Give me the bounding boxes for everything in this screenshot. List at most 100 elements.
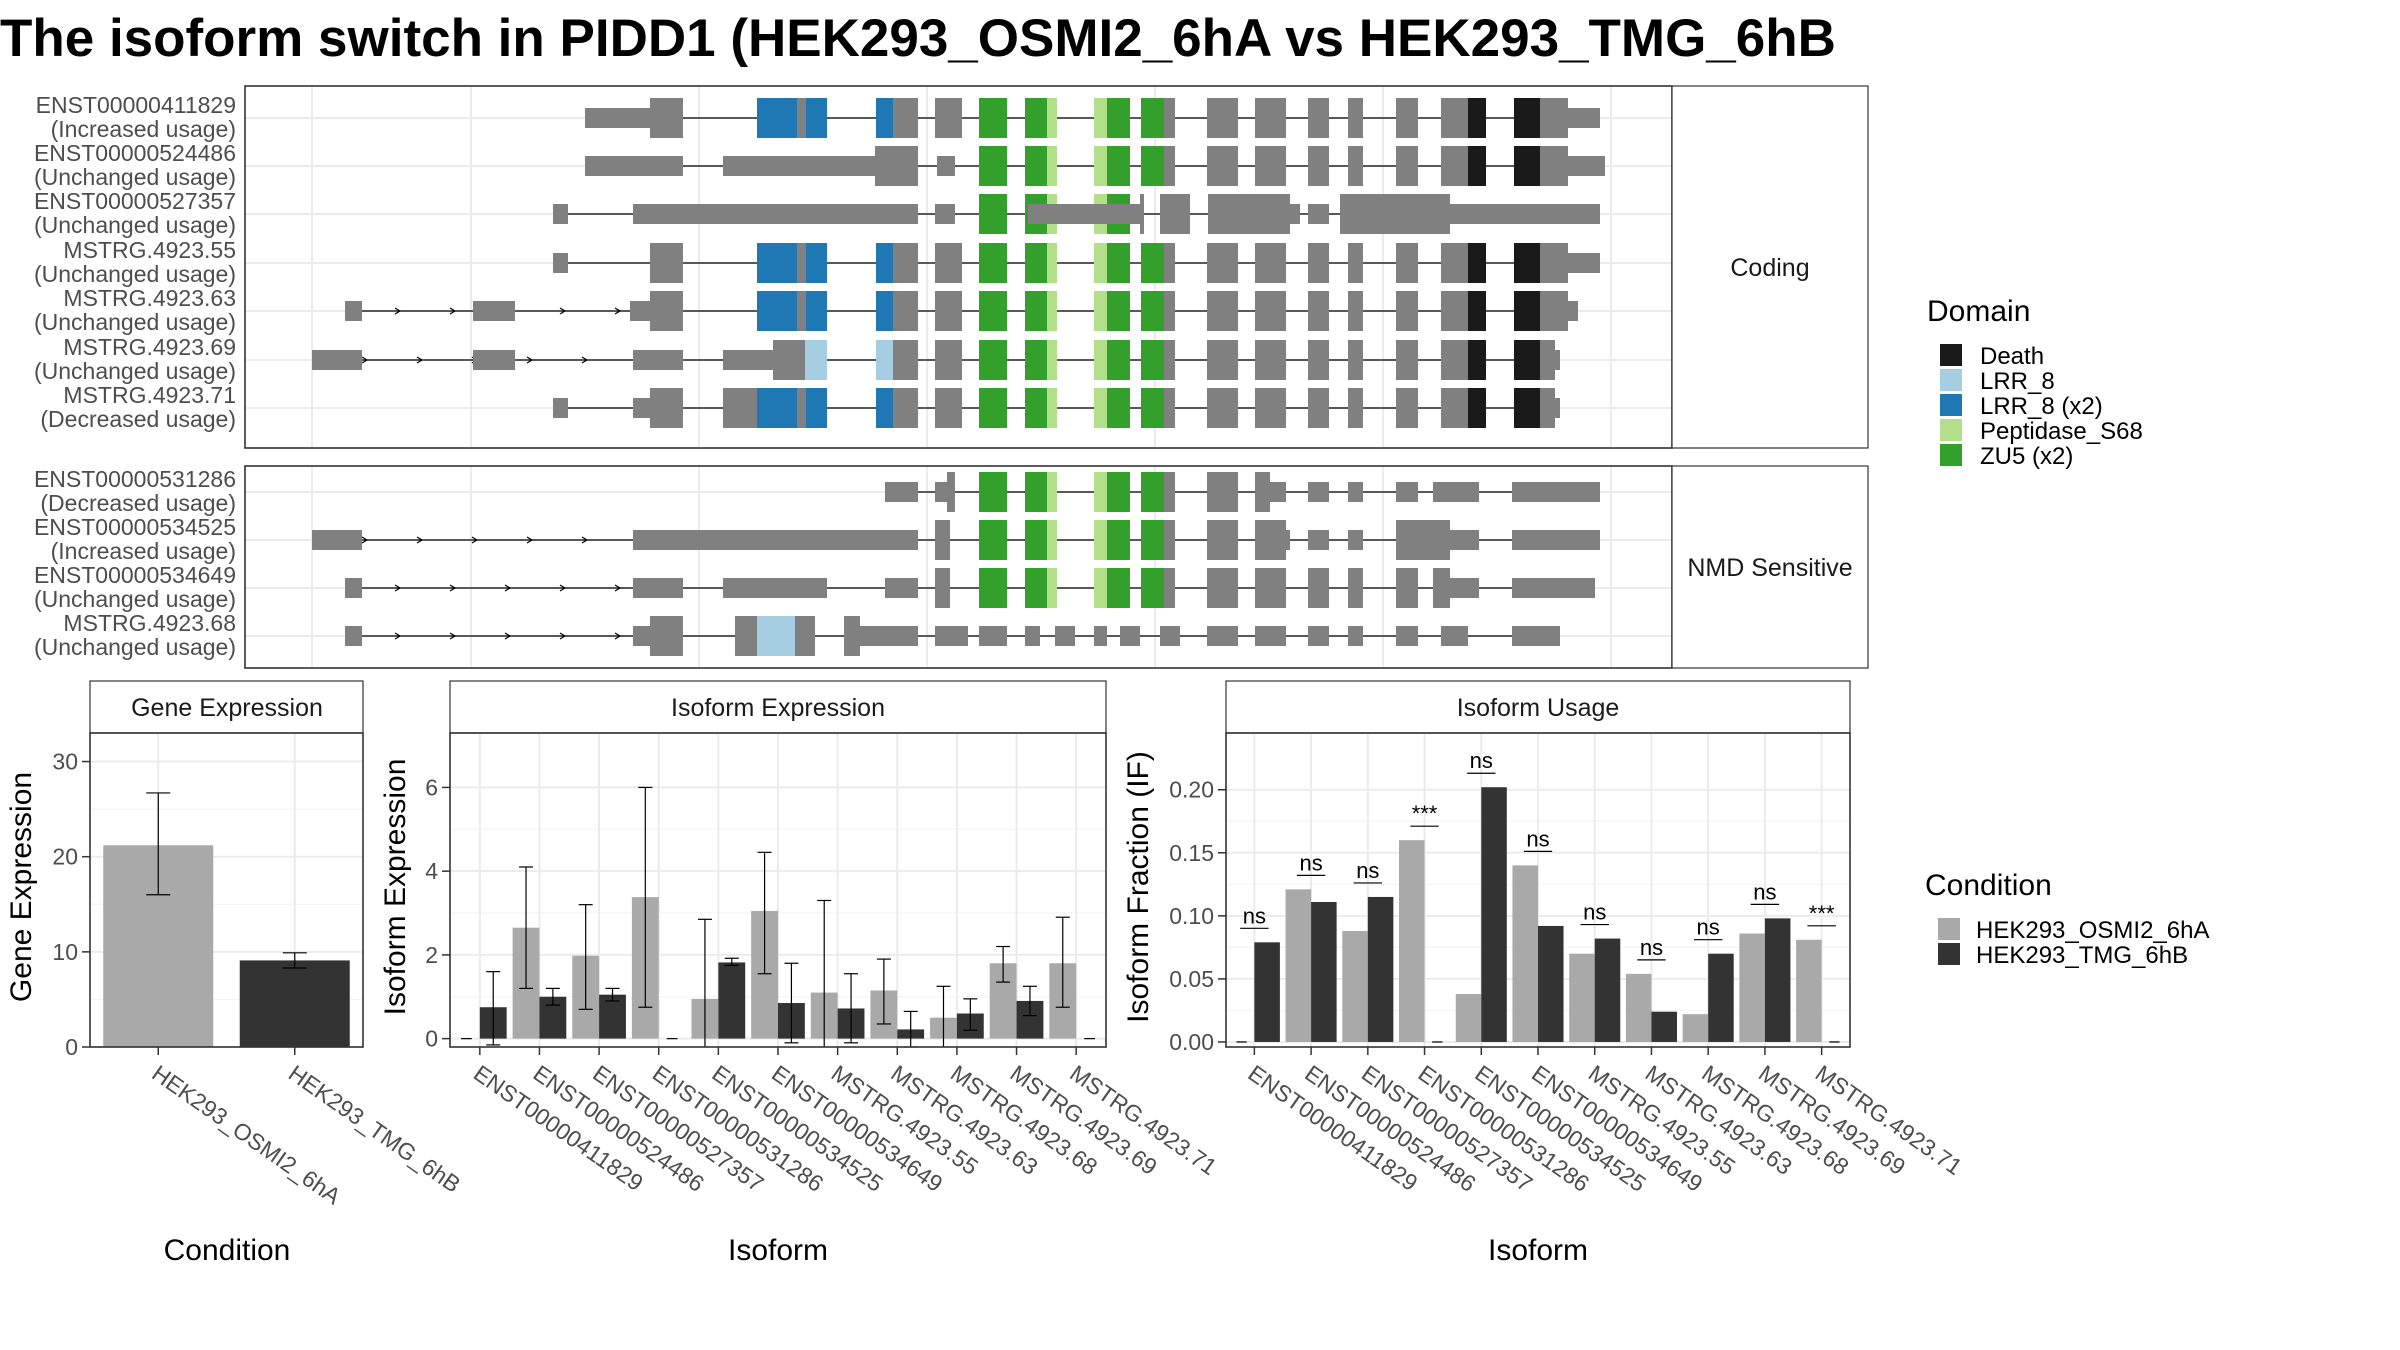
exon-block [979,626,1007,646]
domain-block [876,98,893,138]
transcript-status: (Unchanged usage) [34,586,236,612]
domain-block [1107,98,1130,138]
domain-block [1468,388,1486,428]
transcript-track [345,616,1560,656]
exon-block [1308,291,1329,331]
bar-panel: 0.000.050.100.150.20ENST00000411829ENST0… [1169,680,1967,1197]
legend-label: Peptidase_S68 [1980,418,2143,445]
direction-arrow [394,584,402,592]
bar-panel: 0246ENST00000411829ENST00000524486ENST00… [425,680,1222,1197]
isoform-expression-x-label: Isoform [728,1234,828,1267]
y-tick-label: 0.15 [1169,840,1214,866]
exon-block [1348,482,1363,502]
bar [239,960,350,1047]
domain-block [806,388,827,428]
exon-block [723,578,827,598]
domain-block [757,291,797,331]
domain-block [1047,243,1057,283]
significance-label: ns [1356,858,1379,883]
exon-block [553,398,568,418]
exon-block [935,626,968,646]
exon-block [553,253,568,273]
direction-arrow [449,584,457,592]
condition-legend-title: Condition [1925,869,2052,902]
exon-block [935,243,962,283]
exon-block [935,98,962,138]
domain-block [1094,146,1107,186]
exon-block [1433,482,1479,502]
exon-block [1396,340,1418,380]
domain-block [1047,98,1057,138]
exon-block [1396,626,1418,646]
exon-block [1348,530,1363,550]
domain-block [1047,388,1057,428]
exon-block [1340,194,1390,234]
exon-block [1396,520,1450,560]
exon-block [1540,340,1555,380]
domain-block [1094,472,1107,512]
facet-label: Coding [1730,254,1809,282]
isoform-expression-y-label: Isoform Expression [379,759,412,1016]
legend-label: Death [1980,343,2044,370]
domain-block [1025,291,1047,331]
exon-block [797,98,806,138]
exon-block [585,156,683,176]
bar [1538,925,1564,1042]
exon-block [1055,626,1075,646]
exon-block [860,626,918,646]
exon-block [1028,204,1140,224]
domain-block [1094,243,1107,283]
domain-block [806,243,827,283]
exon-block [1348,340,1363,380]
bar [1367,896,1394,1042]
panel-border [1225,732,1851,1048]
exon-block [345,626,362,646]
exon-block [1441,626,1468,646]
domain-block [806,98,827,138]
transcript-track [553,194,1600,234]
isoform-usage-strip-label: Isoform Usage [1457,694,1620,722]
transcript-status: (Unchanged usage) [34,261,236,287]
exon-block [795,616,815,656]
exon-block [1160,626,1180,646]
bar [1796,939,1822,1042]
exon-block [935,482,947,502]
direction-arrow [614,584,622,592]
domain-block [876,388,893,428]
domain-block [876,243,893,283]
domain-block [1094,291,1107,331]
exon-block [650,616,683,656]
direction-arrow [581,536,589,544]
exon-block [345,578,362,598]
isoform-usage-x-label: Isoform [1488,1234,1588,1267]
domain-block [1468,243,1486,283]
domain-block [1025,146,1047,186]
y-tick-label: 0 [425,1026,438,1052]
transcript-track [345,568,1595,608]
exon-block [1450,204,1600,224]
exon-block [585,108,650,128]
domain-block [1094,98,1107,138]
direction-arrow [416,536,424,544]
transcript-status: (Unchanged usage) [34,212,236,238]
domain-block [876,291,893,331]
isoform-usage-panel: 0.000.050.100.150.20ENST00000411829ENST0… [1122,680,1967,1267]
y-tick-label: 10 [52,939,78,965]
transcript-name: ENST00000534525 [34,514,236,540]
exon-block [935,388,962,428]
y-tick-label: 0.00 [1169,1029,1214,1055]
bar [599,994,626,1039]
domain-block [1514,98,1540,138]
transcript-name: ENST00000534649 [34,562,236,588]
transcript-track [585,98,1600,138]
transcript-status: (Increased usage) [51,538,236,564]
significance-label: ns [1299,850,1322,875]
significance-label: ns [1243,903,1266,928]
legend-swatch [1940,419,1962,441]
domain-block [1468,291,1486,331]
exon-block [1255,340,1286,380]
exon-block [1441,291,1468,331]
significance-label: ns [1697,915,1720,940]
transcript-name: ENST00000411829 [36,92,236,118]
exon-block [1512,578,1595,598]
